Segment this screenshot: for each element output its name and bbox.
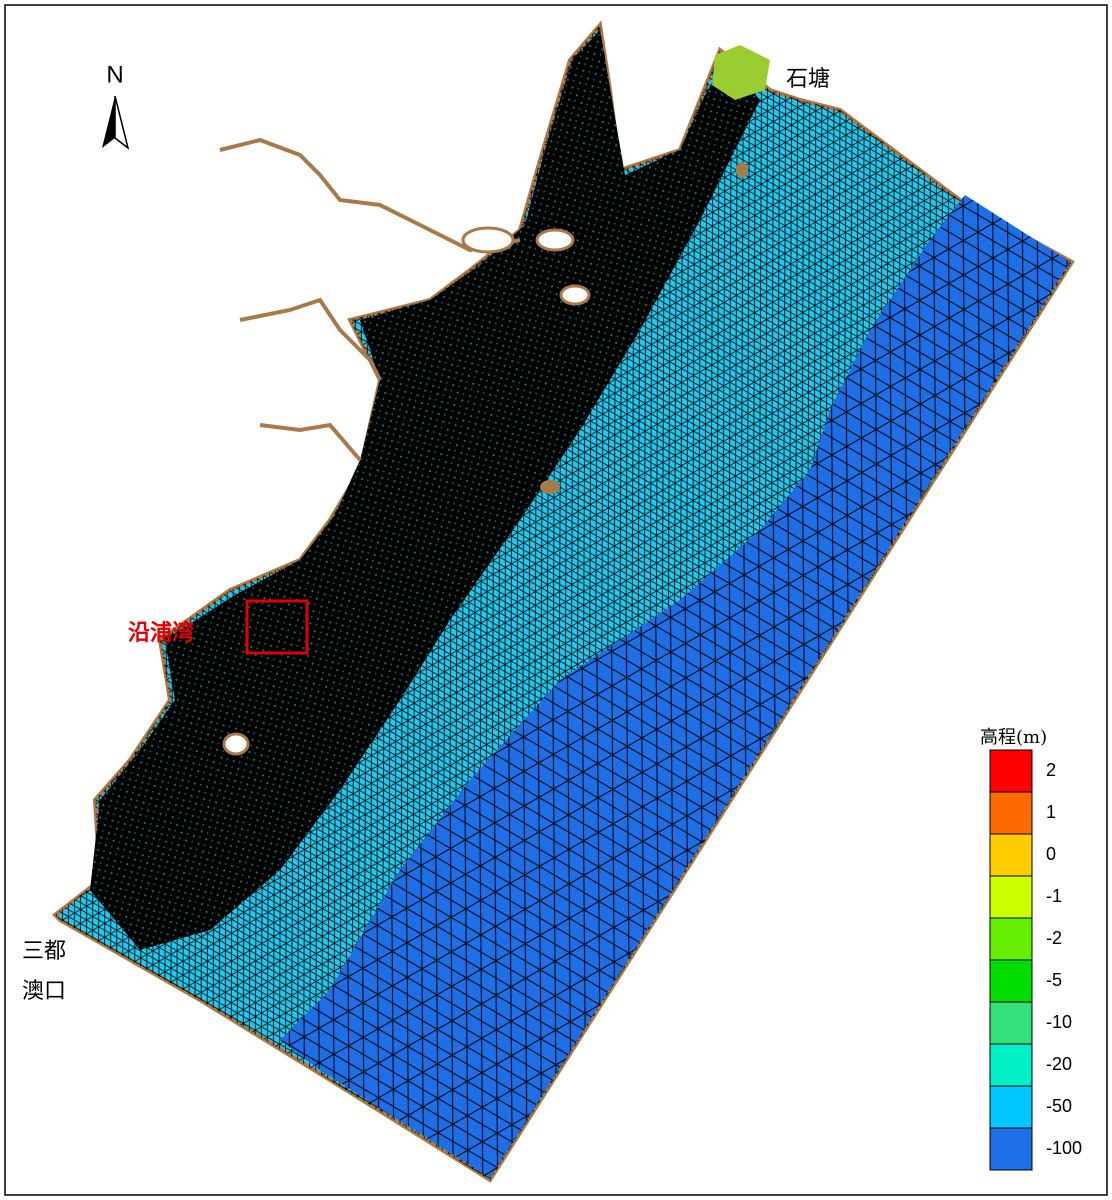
- legend-label: 0: [1046, 844, 1056, 864]
- legend-label: -2: [1046, 928, 1062, 948]
- legend-swatch: [990, 876, 1032, 918]
- legend-title: 高程(m): [980, 727, 1047, 748]
- map: N 石塘 三都 澳口 沿浦湾 高程(m) 2 1 0 -1 -2 -5 -10 -20 -50 -…: [0, 0, 1112, 1200]
- legend-label: -1: [1046, 886, 1062, 906]
- legend-swatch: [990, 1044, 1032, 1086]
- legend-swatch: [990, 792, 1032, 834]
- legend-swatch: [990, 1128, 1032, 1170]
- legend-swatch: [990, 918, 1032, 960]
- legend-label: -5: [1046, 970, 1062, 990]
- legend-swatch: [990, 1002, 1032, 1044]
- north-label: N: [106, 61, 123, 88]
- legend-label: -20: [1046, 1054, 1072, 1074]
- legend-label: 1: [1046, 802, 1056, 822]
- highlight-label: 沿浦湾: [128, 620, 194, 646]
- legend-swatch: [990, 834, 1032, 876]
- place-label: 三都: [22, 939, 66, 964]
- place-label: 石塘: [786, 67, 830, 92]
- place-label: 澳口: [22, 979, 66, 1004]
- legend-swatch: [990, 1086, 1032, 1128]
- legend-label: 2: [1046, 760, 1056, 780]
- page: N 石塘 三都 澳口 沿浦湾 高程(m) 2 1 0 -1 -2 -5 -10 -20 -50 -…: [0, 0, 1112, 1200]
- legend-label: -100: [1046, 1138, 1082, 1158]
- legend-swatch: [990, 960, 1032, 1002]
- legend-label: -10: [1046, 1012, 1072, 1032]
- legend-swatch: [990, 750, 1032, 792]
- legend-label: -50: [1046, 1096, 1072, 1116]
